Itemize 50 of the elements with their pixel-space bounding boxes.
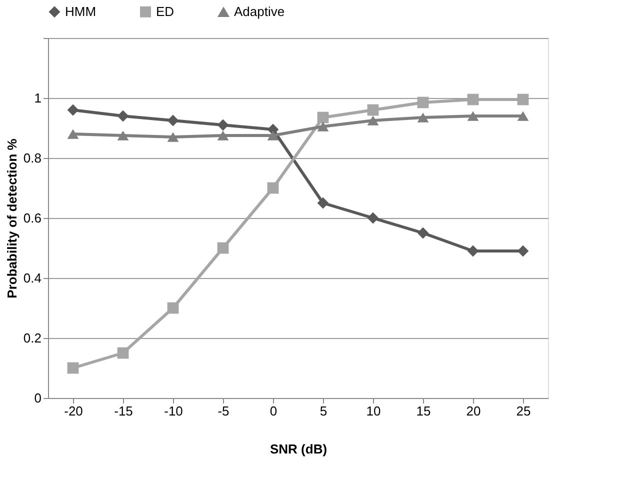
point xyxy=(167,114,179,126)
point xyxy=(67,362,79,374)
y-tick-label: 0.2 xyxy=(23,330,42,346)
point xyxy=(467,245,479,257)
point xyxy=(217,119,229,131)
point xyxy=(317,112,329,124)
point xyxy=(467,94,479,106)
x-tick-label: -20 xyxy=(64,404,83,418)
x-tick-label: 15 xyxy=(416,404,431,418)
point xyxy=(517,245,529,257)
point xyxy=(67,129,79,139)
y-tick-label: 0 xyxy=(34,390,42,406)
x-tick-label: 20 xyxy=(466,404,481,418)
legend-label: HMM xyxy=(65,4,96,19)
point xyxy=(417,112,429,122)
point xyxy=(167,302,179,314)
point xyxy=(417,227,429,239)
point xyxy=(217,242,229,254)
point xyxy=(367,104,379,116)
point xyxy=(367,212,379,224)
x-tick-label: 5 xyxy=(320,404,328,418)
y-axis-title: Probability of detection % xyxy=(4,138,20,298)
point xyxy=(117,110,129,122)
x-tick-label: 25 xyxy=(516,404,531,418)
point xyxy=(517,111,529,121)
x-axis-title: SNR (dB) xyxy=(270,442,328,456)
y-tick-label: 0.4 xyxy=(23,270,42,286)
x-tick-label: -15 xyxy=(114,404,133,418)
point xyxy=(317,197,329,209)
point xyxy=(117,347,129,359)
point xyxy=(417,96,429,108)
legend-label: ED xyxy=(156,4,174,19)
x-tick-label: 10 xyxy=(366,404,381,418)
point xyxy=(267,130,279,140)
point xyxy=(467,111,479,121)
y-tick-label: 0.8 xyxy=(23,150,42,166)
point xyxy=(67,104,79,116)
y-tick-label: 0.6 xyxy=(23,210,42,226)
x-tick-label: -10 xyxy=(164,404,183,418)
point xyxy=(167,132,179,142)
x-tick-label: 0 xyxy=(270,404,278,418)
x-tick-label: -5 xyxy=(218,404,230,418)
point xyxy=(267,182,279,194)
point xyxy=(367,116,379,126)
point xyxy=(217,130,229,140)
legend-label: Adaptive xyxy=(234,4,285,20)
point xyxy=(517,94,529,106)
point xyxy=(317,122,329,132)
y-tick-label: 1 xyxy=(34,90,42,106)
point xyxy=(117,130,129,140)
